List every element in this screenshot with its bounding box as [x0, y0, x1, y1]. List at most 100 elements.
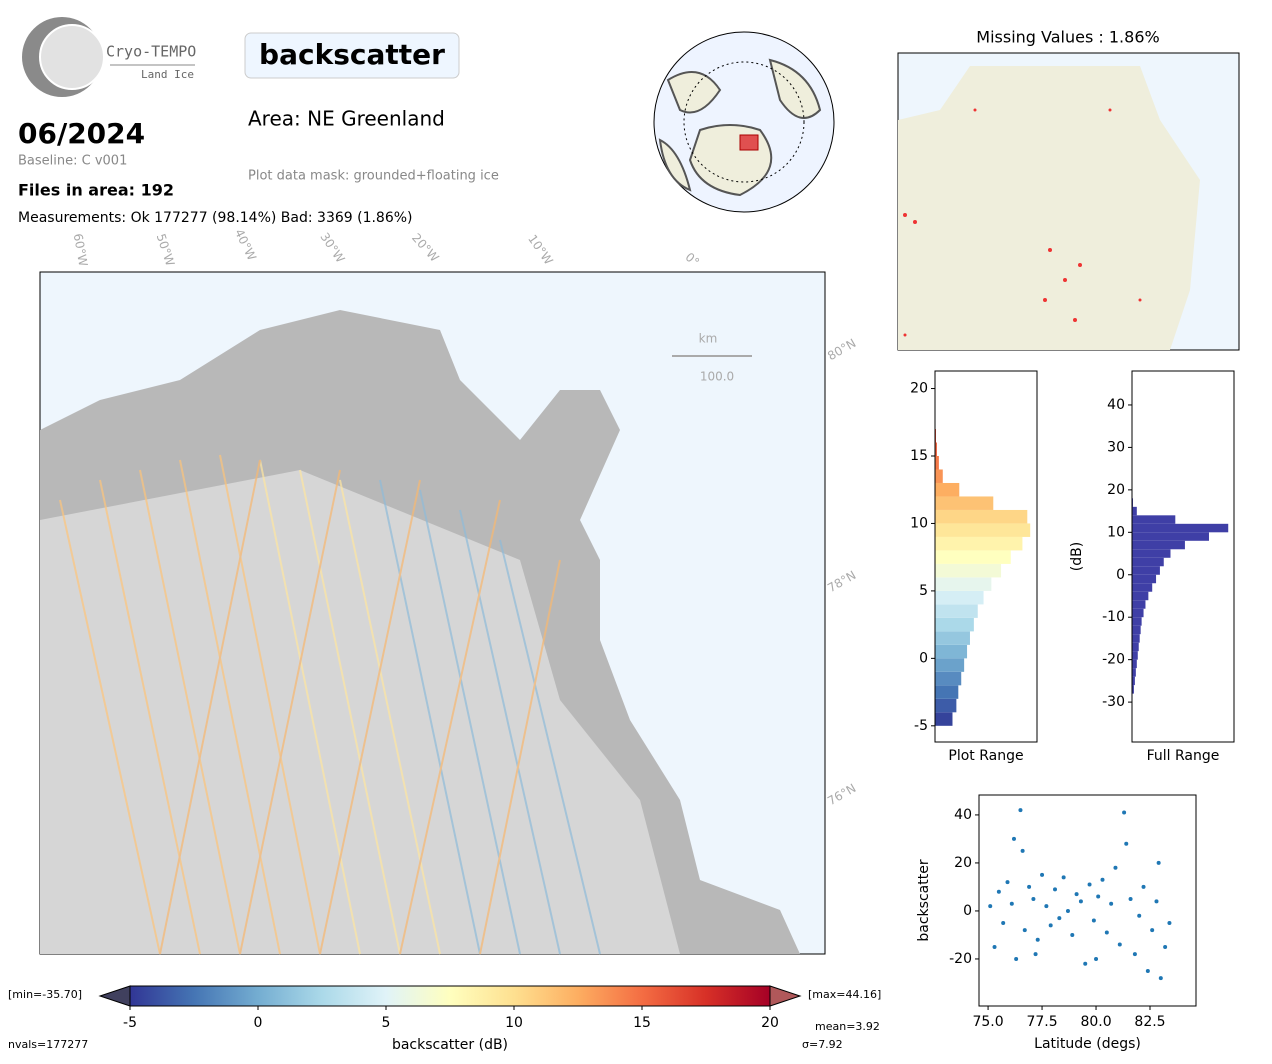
- histogram-bar: [1132, 506, 1137, 516]
- y-axis-label: (dB): [1069, 542, 1085, 571]
- histogram-bar: [1132, 557, 1164, 567]
- logo-subtitle: Land Ice: [141, 68, 194, 81]
- scatter-point: [1044, 904, 1049, 909]
- tick-label: 20: [761, 1015, 779, 1031]
- scatter-point: [1020, 848, 1025, 853]
- histogram-bar: [1132, 617, 1142, 626]
- map-tracks: [59, 454, 601, 955]
- scatter-point: [996, 889, 1001, 894]
- histogram-bar: [935, 671, 962, 686]
- tick-label: 15: [910, 448, 928, 464]
- scatter-point: [1104, 930, 1109, 935]
- globe-land: [658, 58, 822, 197]
- x-axis-label: Plot Range: [948, 748, 1023, 764]
- scatter-point: [1065, 908, 1070, 913]
- tick-label: 10: [1107, 524, 1125, 540]
- histogram-bar: [1132, 625, 1141, 635]
- lat-label: 76°N: [825, 781, 858, 808]
- histogram-bar: [1132, 515, 1176, 524]
- histogram-bar: [1132, 583, 1153, 592]
- scatter-point: [1091, 918, 1096, 923]
- histogram-bar: [1132, 651, 1138, 660]
- scatter-point: [1109, 901, 1114, 906]
- missing-title: Missing Values : 1.86%: [976, 28, 1159, 47]
- histogram-bar: [935, 523, 1031, 537]
- scatter-point: [1087, 882, 1092, 887]
- lon-label: 20°W: [409, 231, 442, 265]
- baseline: Baseline: C v001: [18, 154, 127, 169]
- files: Files in area: 192: [18, 181, 174, 200]
- tick-label: 20: [1107, 482, 1125, 498]
- histogram-bar: [1132, 642, 1139, 652]
- colorbar-label: backscatter (dB): [392, 1037, 508, 1053]
- tick-label: 40: [954, 807, 972, 823]
- tick-label: 82.5: [1134, 1014, 1165, 1030]
- title: backscatter: [259, 38, 445, 71]
- histogram-bar: [935, 617, 974, 632]
- max-label: [max=44.16]: [808, 988, 881, 1001]
- scatter-point: [1100, 877, 1105, 882]
- scatter-point: [1070, 932, 1075, 937]
- scatter-point: [1094, 956, 1099, 961]
- histogram-bar: [935, 698, 957, 713]
- sigma-label: σ=7.92: [802, 1038, 843, 1051]
- histogram-bar: [935, 631, 970, 645]
- scatter-point: [1156, 860, 1161, 865]
- histogram-bar: [1132, 685, 1134, 694]
- lon-label: 30°W: [317, 230, 347, 265]
- histogram-bar: [935, 577, 992, 591]
- scatter-point: [1122, 810, 1127, 815]
- colorbar-under: [98, 985, 131, 1007]
- tick-label: 0: [1116, 567, 1125, 583]
- logo-title: Cryo-TEMPO: [106, 43, 196, 61]
- scatter-point: [1005, 880, 1010, 885]
- histogram-bar: [935, 712, 953, 726]
- tick-label: 0: [254, 1015, 263, 1031]
- tick-label: -20: [1102, 652, 1125, 668]
- histogram-bar: [1132, 549, 1171, 558]
- scatter-point: [1011, 836, 1016, 841]
- scatter-point: [1167, 920, 1172, 925]
- histogram-bar: [1132, 523, 1229, 533]
- lon-label: 10°W: [525, 232, 556, 267]
- globe-area: [739, 134, 759, 151]
- scatter-point: [1154, 899, 1159, 904]
- scatter-point: [1033, 952, 1038, 957]
- scatter-point: [1078, 899, 1083, 904]
- map-ice: [40, 470, 680, 954]
- y-axis-label: backscatter: [916, 859, 932, 941]
- scatter-point: [1035, 937, 1040, 942]
- histogram-bar: [935, 644, 968, 659]
- histogram-bar: [935, 550, 1011, 564]
- scatter-point: [992, 944, 997, 949]
- lon-label: 60°W: [71, 232, 91, 267]
- scatter-point: [1163, 944, 1168, 949]
- measurements: Measurements: Ok 177277 (98.14%) Bad: 33…: [18, 210, 413, 226]
- histogram-bar: [935, 455, 939, 470]
- histogram-bar: [935, 469, 943, 483]
- missing-dots: [903, 108, 1142, 337]
- plot-frame: [978, 794, 1197, 1007]
- tick-label: 80.0: [1080, 1014, 1111, 1030]
- scatter-point: [1057, 916, 1062, 921]
- histogram-bar: [1132, 600, 1146, 609]
- scatter-point: [1150, 928, 1155, 933]
- colorbar-over: [769, 985, 802, 1007]
- tick-label: -10: [1102, 609, 1125, 625]
- histogram-bar: [1132, 668, 1136, 677]
- lat-label: 80°N: [825, 336, 858, 363]
- histogram-bar: [1132, 540, 1185, 550]
- histogram-bar: [935, 658, 965, 672]
- histogram-bar: [935, 509, 1028, 524]
- tick-label: -30: [1102, 694, 1125, 710]
- scatter-point: [1128, 896, 1133, 901]
- title-box: [244, 32, 460, 79]
- x-axis-label: Latitude (degs): [1034, 1036, 1141, 1052]
- histogram-bar: [1132, 659, 1137, 669]
- histogram-bar: [1132, 591, 1149, 601]
- area: Area: NE Greenland: [248, 107, 445, 131]
- scatter-point: [1009, 901, 1014, 906]
- globe-graticule: [683, 61, 805, 183]
- nvals-label: nvals=177277: [8, 1038, 88, 1051]
